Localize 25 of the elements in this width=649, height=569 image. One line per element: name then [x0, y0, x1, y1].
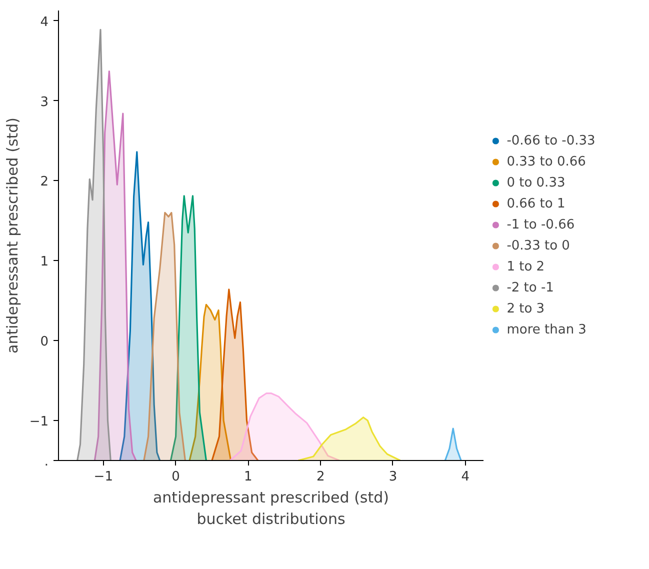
x-tick-label: 3	[388, 470, 398, 484]
x-tick-label: −1	[94, 470, 113, 484]
legend-label: -0.33 to 0	[506, 238, 570, 253]
legend-label: more than 3	[506, 322, 586, 337]
legend-label: -1 to -0.66	[506, 217, 575, 232]
y-tick-label: −1	[29, 414, 49, 430]
y-tick-label: 2	[40, 174, 49, 190]
legend-label: -0.66 to -0.33	[506, 133, 596, 148]
y-tick-label: 4	[40, 14, 49, 30]
x-axis-title: antidepressant prescribed (std) bucket distributions	[152, 488, 390, 528]
y-axis-title: antidepressant prescribed (std)	[3, 117, 22, 354]
x-tick-label: 0	[172, 470, 180, 484]
y-tick-label: 1	[40, 254, 49, 270]
legend-label: 0.33 to 0.66	[506, 154, 586, 169]
legend-label: 2 to 3	[506, 301, 545, 316]
legend-label: -2 to -1	[506, 280, 554, 295]
y-tick-label: 3	[40, 94, 49, 110]
x-tick-label: 1	[244, 470, 252, 484]
y-tick-label: .	[44, 454, 49, 470]
legend-label: 0 to 0.33	[506, 175, 566, 190]
legend-label: 1 to 2	[506, 259, 545, 274]
y-tick-label: 0	[40, 334, 49, 350]
x-tick-label: 2	[316, 470, 325, 484]
x-tick-label: 4	[461, 470, 470, 484]
legend-label: 0.66 to 1	[506, 196, 566, 211]
